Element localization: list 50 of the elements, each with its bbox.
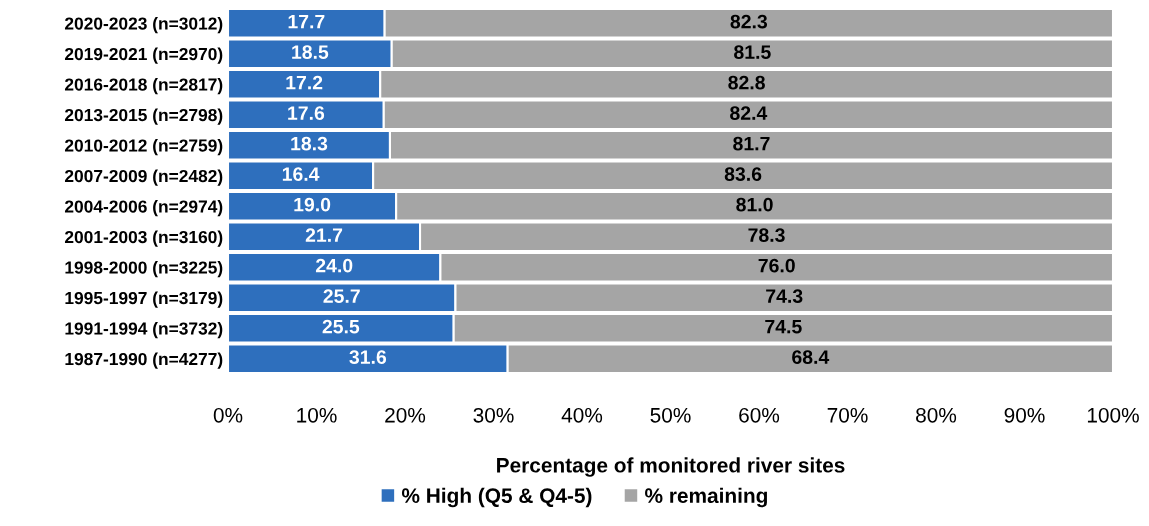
y-tick-label: 1991-1994 (n=3732) [65,321,223,339]
data-label: 82.4 [730,106,768,120]
x-tick-label: 100% [1087,407,1139,423]
y-tick-label: 2007-2009 (n=2482) [64,169,223,186]
x-tick-label: 60% [739,407,780,423]
data-label: 17.7 [288,14,325,29]
data-label: 83.6 [724,167,762,181]
y-tick-label: 2013-2015 (n=2798) [64,108,223,125]
y-tick-label: 2004-2006 (n=2974) [64,199,223,217]
data-label: 74.3 [766,289,803,303]
data-label: 21.7 [305,228,343,242]
data-label: 17.6 [288,106,325,120]
x-tick-label: 80% [916,407,957,423]
data-label: 81.7 [733,136,770,151]
y-tick-label: 1987-1990 (n=4277) [65,352,223,369]
x-tick-label: 30% [473,407,514,423]
data-label: 18.5 [292,45,329,59]
legend-label: % High (Q5 & Q4-5) [401,487,592,508]
x-tick-label: 20% [385,407,426,423]
data-label: 18.3 [291,136,328,151]
data-label: 68.4 [792,350,830,364]
data-label: 25.5 [322,319,360,334]
y-tick-label: 2019-2021 (n=2970) [64,47,223,64]
x-axis-title: Percentage of monitored river sites [497,457,845,477]
x-tick-label: 10% [297,407,337,423]
data-label: 17.2 [286,75,323,90]
y-tick-label: 2016-2018 (n=2817) [64,77,223,95]
y-tick-label: 1998-2000 (n=3225) [65,260,223,278]
data-label: 76.0 [758,258,795,273]
data-label: 24.0 [315,258,353,273]
data-label: 25.7 [323,289,360,303]
data-label: 19.0 [294,197,331,212]
y-tick-label: 2020-2023 (n=3012) [64,16,223,34]
data-label: 81.0 [736,197,773,212]
x-tick-label: 0% [213,407,243,423]
data-label: 82.8 [728,75,765,90]
data-label: 31.6 [349,350,387,364]
data-label: 16.4 [282,167,320,181]
y-tick-label: 1995-1997 (n=3179) [65,291,223,308]
data-label: 78.3 [748,228,785,242]
x-tick-label: 50% [650,407,691,423]
y-tick-label: 2010-2012 (n=2759) [64,138,223,156]
x-tick-label: 90% [1004,407,1045,423]
data-label: 81.5 [734,45,771,59]
data-label: 82.3 [730,14,768,29]
x-tick-label: 40% [561,407,603,423]
legend-label: % remaining [645,487,767,508]
y-tick-label: 2001-2003 (n=3160) [64,230,223,247]
data-label: 74.5 [765,319,802,334]
x-tick-label: 70% [827,407,868,423]
